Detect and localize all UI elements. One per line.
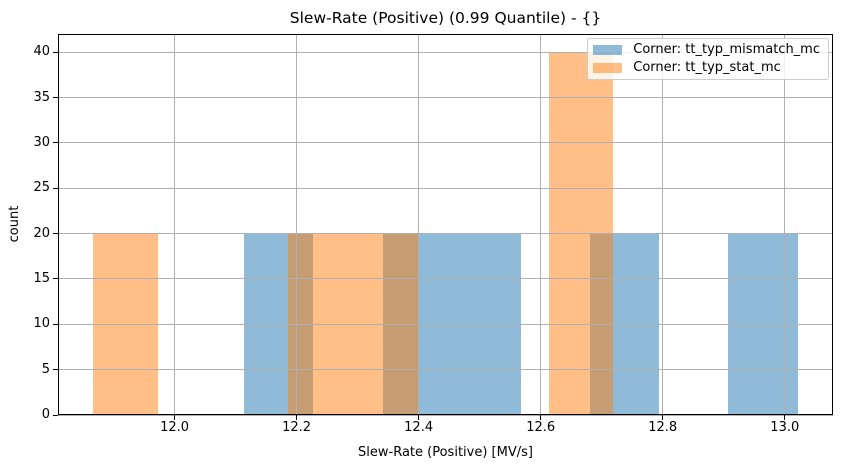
- x-tick-mark: [662, 415, 664, 420]
- x-tick-label: 12.6: [526, 420, 556, 435]
- y-tick-mark: [53, 278, 58, 280]
- gridline-vertical: [174, 34, 176, 415]
- gridline-horizontal: [58, 323, 833, 325]
- gridline-horizontal: [58, 142, 833, 144]
- chart-layer: 12.0 12.2 12.4 12.6 12.8 13.0 0 5 10 15 20 25 30 35 40: [33, 34, 833, 435]
- y-tick-mark: [53, 369, 58, 371]
- legend-entry: Corner: tt_typ_stat_mc: [593, 61, 820, 75]
- y-tick-label: 20: [33, 225, 50, 241]
- y-tick-label: 25: [33, 180, 50, 196]
- x-tick-mark: [540, 415, 542, 420]
- gridline-vertical: [540, 34, 542, 415]
- gridline-horizontal: [58, 187, 833, 189]
- x-tick-label: 12.4: [404, 420, 434, 435]
- x-tick-mark: [296, 415, 298, 420]
- legend-label: Corner: tt_typ_stat_mc: [633, 60, 781, 75]
- x-tick-label: 13.0: [770, 420, 800, 435]
- gridline-horizontal: [58, 233, 833, 235]
- x-tick-label: 12.2: [282, 420, 312, 435]
- gridline-horizontal: [58, 97, 833, 98]
- y-tick-label: 30: [33, 134, 50, 150]
- gridline-vertical: [418, 34, 420, 415]
- y-tick-mark: [53, 323, 58, 325]
- y-tick-mark: [53, 97, 58, 98]
- x-axis-label: Slew-Rate (Positive) [MV/s]: [358, 445, 533, 460]
- y-tick-label: 5: [41, 361, 50, 377]
- gridline-horizontal: [58, 51, 833, 53]
- gridline-vertical: [296, 34, 298, 415]
- gridline-vertical: [662, 34, 664, 415]
- y-tick-mark: [53, 233, 58, 235]
- y-tick-label: 10: [33, 316, 50, 332]
- x-tick-label: 12.0: [160, 420, 190, 435]
- x-tick-mark: [418, 415, 420, 420]
- x-tick-mark: [784, 415, 786, 420]
- gridline-horizontal: [58, 369, 833, 371]
- gridline-horizontal: [58, 278, 833, 280]
- y-tick-label: 15: [33, 270, 50, 286]
- y-tick-mark: [53, 51, 58, 53]
- x-tick-mark: [174, 415, 176, 420]
- x-tick-label: 12.8: [648, 420, 678, 435]
- legend: Corner: tt_typ_mismatch_mc Corner: tt_ty…: [587, 38, 829, 80]
- legend-label: Corner: tt_typ_mismatch_mc: [633, 42, 820, 57]
- chart-title: Slew-Rate (Positive) (0.99 Quantile) - {…: [289, 9, 602, 27]
- gridline-horizontal: [58, 414, 833, 416]
- y-tick-mark: [53, 187, 58, 189]
- legend-swatch-stat-mc: [593, 63, 623, 73]
- y-tick-label: 0: [41, 407, 50, 422]
- y-tick-label: 35: [33, 89, 50, 105]
- y-tick-label: 40: [33, 44, 50, 60]
- legend-swatch-mismatch-mc: [593, 45, 623, 55]
- legend-entry: Corner: tt_typ_mismatch_mc: [593, 43, 820, 57]
- y-tick-mark: [53, 414, 58, 416]
- plot-area: 12.0 12.2 12.4 12.6 12.8 13.0 0 5 10 15 20 25 30 35 40…: [33, 34, 833, 435]
- y-tick-mark: [53, 142, 58, 144]
- gridline-vertical: [784, 34, 786, 415]
